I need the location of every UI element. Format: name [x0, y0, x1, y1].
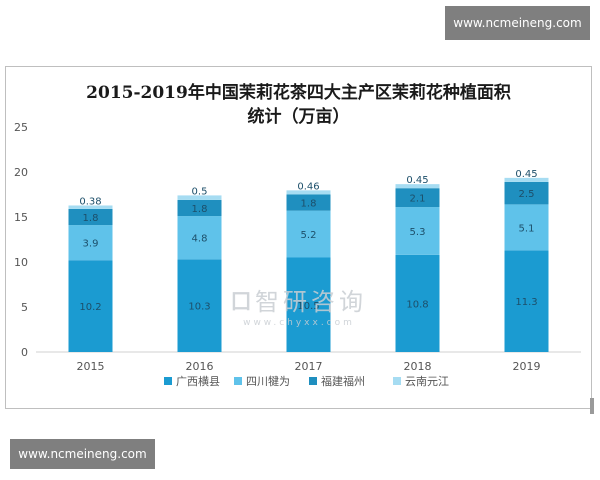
data-label: 0.5: [192, 186, 208, 197]
data-label: 1.8: [301, 199, 317, 210]
data-label: 0.45: [515, 169, 537, 180]
bar-segment: [68, 225, 113, 261]
data-label: 10.8: [406, 299, 428, 310]
legend-swatch: [164, 377, 172, 385]
legend-swatch: [309, 377, 317, 385]
bar-segment: [504, 250, 549, 352]
data-label: 1.8: [192, 204, 208, 215]
y-tick-label: 15: [14, 211, 28, 224]
x-tick-label: 2016: [186, 360, 214, 373]
bar-segment: [286, 194, 331, 211]
legend-label: 四川犍为: [246, 375, 290, 388]
data-label: 3.9: [83, 239, 99, 250]
bar-segment: [286, 257, 331, 352]
y-tick-label: 0: [21, 346, 28, 359]
bar-segment: [68, 205, 113, 209]
data-label: 11.3: [515, 297, 537, 308]
data-label: 0.38: [79, 196, 101, 207]
bar-segment: [177, 259, 222, 352]
data-label: 5.3: [410, 227, 426, 238]
bar-segment: [177, 199, 222, 217]
x-tick-label: 2019: [513, 360, 541, 373]
chart-title-line: 2015-2019年中国茉莉花茶四大主产区茉莉花种植面积: [86, 83, 511, 103]
bar-segment: [68, 208, 113, 226]
x-tick-label: 2015: [77, 360, 105, 373]
data-label: 1.8: [83, 213, 99, 224]
data-label: 10.5: [297, 301, 319, 312]
stacked-bar-chart: 0 5 10 15 20 25 10.2 3.9 1.8 0.38 2015 10.3 4.8 1.8 0.…: [14, 121, 581, 388]
data-label: 5.1: [519, 223, 535, 234]
website-badge-bottom: www.ncmeineng.com: [10, 439, 155, 469]
bar-segment: [177, 216, 222, 260]
data-label: 10.2: [79, 302, 101, 313]
bar-segment: [68, 260, 113, 352]
data-label: 2.1: [410, 194, 426, 205]
y-tick-label: 20: [14, 166, 28, 179]
bar-segment: [395, 207, 440, 255]
legend-label: 云南元江: [405, 375, 449, 388]
data-label: 0.46: [297, 181, 319, 192]
legend-swatch: [234, 377, 242, 385]
data-label: 4.8: [192, 234, 208, 245]
chart-title-line: 统计（万亩）: [247, 107, 350, 127]
bar-segment: [286, 210, 331, 258]
legend-label: 广西横县: [176, 374, 220, 388]
bar-segment: [504, 181, 549, 205]
x-tick-label: 2017: [295, 360, 323, 373]
data-label: 10.3: [188, 302, 210, 313]
data-label: 2.5: [519, 189, 535, 200]
chart-title: 2015-2019年中国茉莉花茶四大主产区茉莉花种植面积 统计（万亩）: [6, 81, 591, 129]
side-marker: [590, 398, 594, 414]
bar-segment: [504, 204, 549, 251]
bar-segment: [286, 190, 331, 195]
x-tick-label: 2018: [404, 360, 432, 373]
y-tick-label: 10: [14, 256, 28, 269]
data-label: 0.45: [406, 175, 428, 186]
y-tick-label: 5: [21, 301, 28, 314]
y-tick-label: 25: [14, 121, 28, 134]
bar-segment: [504, 177, 549, 182]
bar-segment: [395, 254, 440, 352]
data-label: 5.2: [301, 230, 317, 241]
chart-card: 2015-2019年中国茉莉花茶四大主产区茉莉花种植面积 统计（万亩） 0 5 10 1…: [5, 66, 592, 409]
bar-segment: [177, 195, 222, 200]
legend-label: 福建福州: [321, 374, 365, 388]
website-badge-top: www.ncmeineng.com: [445, 6, 590, 40]
legend-swatch: [393, 377, 401, 385]
bar-segment: [395, 188, 440, 208]
bar-segment: [395, 184, 440, 189]
